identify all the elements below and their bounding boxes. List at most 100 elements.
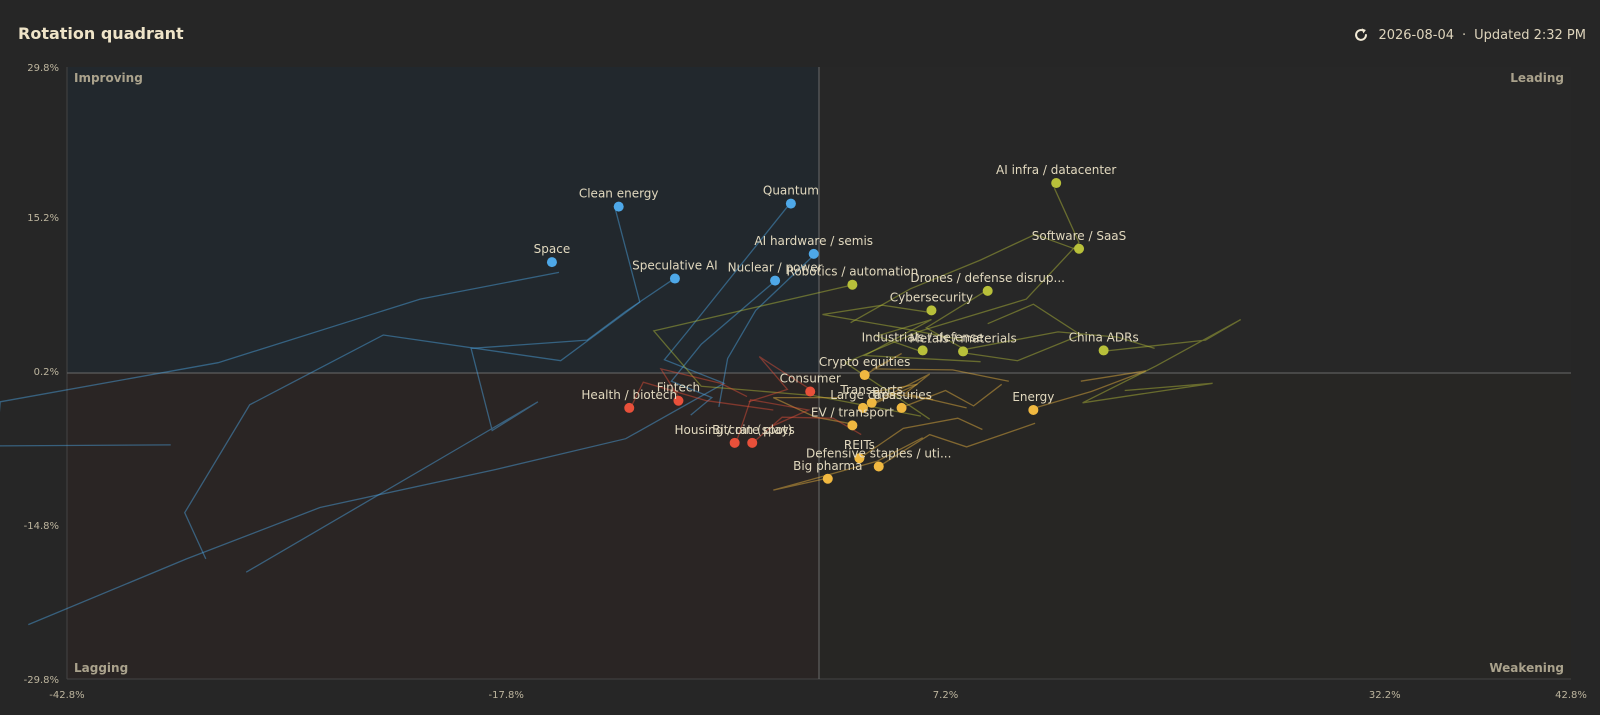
status-separator: · bbox=[1462, 27, 1467, 43]
trail-line bbox=[862, 318, 981, 363]
data-point bbox=[873, 461, 884, 472]
trail-line bbox=[735, 398, 811, 443]
data-point bbox=[859, 370, 870, 381]
point-label: Quantum bbox=[763, 184, 819, 198]
point-label: EV / transport bbox=[811, 405, 894, 419]
trail-line bbox=[748, 356, 813, 403]
trail-line bbox=[630, 381, 774, 411]
trail-line bbox=[670, 282, 774, 416]
data-point bbox=[785, 198, 796, 209]
point-label: Fintech bbox=[657, 381, 700, 395]
point-label: Bitcoin (spot) bbox=[712, 423, 792, 437]
data-point bbox=[857, 402, 868, 413]
quadrant-bg-improving bbox=[67, 67, 819, 373]
trail-line bbox=[245, 280, 672, 573]
data-point bbox=[808, 248, 819, 259]
x-tick-label: 32.2% bbox=[1369, 690, 1401, 701]
point-label: Drones / defense disrup... bbox=[910, 271, 1065, 285]
point-label: Nuclear / power bbox=[728, 261, 823, 275]
point-label: Energy bbox=[1012, 390, 1054, 404]
trail-line bbox=[1082, 319, 1242, 404]
point-label: Industrials / defense bbox=[862, 330, 984, 344]
data-point bbox=[1098, 345, 1109, 356]
data-point bbox=[729, 437, 740, 448]
trail-line bbox=[844, 187, 1080, 420]
data-point bbox=[613, 201, 624, 212]
point-label: Software / SaaS bbox=[1032, 229, 1127, 243]
header: Rotation quadrant 2026-08-04 · Updated 2… bbox=[0, 0, 1600, 62]
quadrant-bg-leading bbox=[819, 67, 1571, 373]
trail-line bbox=[652, 285, 922, 417]
data-point bbox=[982, 285, 993, 296]
point-label: Robotics / automation bbox=[787, 265, 919, 279]
trail-line bbox=[753, 416, 862, 443]
data-point bbox=[866, 397, 877, 408]
data-point bbox=[673, 395, 684, 406]
trail-line bbox=[28, 206, 788, 626]
quadrant-label-leading: Leading bbox=[1510, 71, 1564, 85]
point-label: Treasuries bbox=[870, 388, 932, 402]
refresh-icon[interactable] bbox=[1352, 26, 1370, 44]
data-point bbox=[669, 273, 680, 284]
trail-line bbox=[0, 271, 560, 447]
y-tick-label: 15.2% bbox=[27, 213, 59, 224]
data-point bbox=[546, 257, 557, 268]
x-tick-label: -17.8% bbox=[489, 690, 524, 701]
trail-line bbox=[924, 291, 1155, 351]
trail-line bbox=[873, 373, 967, 409]
data-point bbox=[770, 275, 781, 286]
point-label: Large caps bbox=[830, 388, 895, 402]
data-point bbox=[1074, 243, 1085, 254]
data-point bbox=[926, 305, 937, 316]
trail-line bbox=[1031, 370, 1147, 410]
point-label: Defensive staples / uti... bbox=[806, 446, 951, 460]
data-point bbox=[747, 437, 758, 448]
trail-line bbox=[718, 256, 813, 408]
x-tick-label: 42.8% bbox=[1555, 690, 1587, 701]
trail-line bbox=[860, 417, 983, 458]
point-label: Space bbox=[534, 242, 571, 256]
point-label: REITs bbox=[844, 438, 875, 452]
point-label: AI hardware / semis bbox=[754, 234, 873, 248]
point-label: Transports bbox=[839, 383, 903, 397]
trail-line bbox=[850, 233, 1078, 324]
point-label: AI infra / datacenter bbox=[996, 163, 1116, 177]
quadrant-label-weakening: Weakening bbox=[1489, 661, 1564, 675]
data-point bbox=[1028, 404, 1039, 415]
data-point bbox=[847, 279, 858, 290]
data-point bbox=[958, 346, 969, 357]
point-label: Crypto equities bbox=[819, 355, 911, 369]
trail-line bbox=[903, 383, 1003, 408]
data-point bbox=[624, 402, 635, 413]
point-label: Housing / rate plays bbox=[675, 423, 795, 437]
data-point bbox=[822, 473, 833, 484]
trail-line bbox=[862, 352, 1009, 382]
quadrant-bg-lagging bbox=[67, 373, 819, 679]
point-label: Metals / materials bbox=[909, 331, 1016, 345]
point-label: Clean energy bbox=[579, 187, 659, 201]
trail-line bbox=[822, 304, 964, 341]
data-point bbox=[847, 420, 858, 431]
point-label: Big pharma bbox=[793, 459, 862, 473]
quadrant-label-improving: Improving bbox=[74, 71, 143, 85]
trail-line bbox=[961, 303, 1083, 362]
point-label: Cybersecurity bbox=[890, 290, 973, 304]
point-label: Health / biotech bbox=[581, 388, 677, 402]
point-label: China ADRs bbox=[1069, 330, 1139, 344]
status-bar: 2026-08-04 · Updated 2:32 PM bbox=[1352, 26, 1586, 44]
quadrant-label-lagging: Lagging bbox=[74, 661, 128, 675]
data-point bbox=[1051, 178, 1062, 189]
trail-line bbox=[880, 422, 1036, 466]
data-point bbox=[805, 386, 816, 397]
updated-time: Updated 2:32 PM bbox=[1474, 27, 1586, 43]
point-label: Speculative AI bbox=[632, 259, 718, 273]
data-point bbox=[896, 402, 907, 413]
page-title: Rotation quadrant bbox=[18, 24, 184, 43]
point-label: Consumer bbox=[780, 371, 841, 385]
trail-line bbox=[773, 396, 855, 425]
y-tick-label: -29.8% bbox=[24, 675, 59, 686]
trail-line bbox=[183, 208, 641, 560]
quadrant-bg-weakening bbox=[819, 373, 1571, 679]
updated-date: 2026-08-04 bbox=[1378, 27, 1454, 43]
